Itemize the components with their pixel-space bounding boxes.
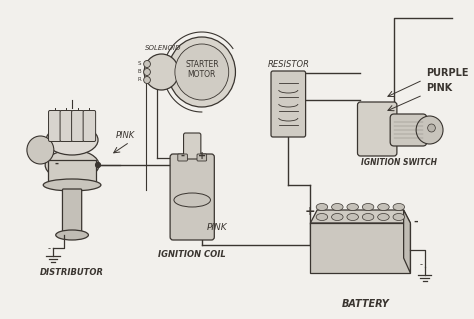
FancyBboxPatch shape (83, 110, 96, 142)
FancyBboxPatch shape (178, 154, 187, 161)
Circle shape (96, 162, 100, 167)
Text: -: - (420, 260, 423, 269)
Circle shape (144, 69, 150, 76)
Text: S: S (137, 61, 141, 66)
Ellipse shape (331, 204, 343, 211)
Text: IGNITION SWITCH: IGNITION SWITCH (361, 158, 437, 167)
Ellipse shape (43, 179, 101, 191)
Circle shape (144, 77, 150, 84)
Ellipse shape (331, 213, 343, 220)
FancyBboxPatch shape (197, 154, 207, 161)
Text: R: R (137, 77, 141, 82)
Text: +: + (305, 205, 315, 218)
FancyBboxPatch shape (48, 160, 96, 185)
Ellipse shape (378, 213, 389, 220)
FancyBboxPatch shape (357, 102, 397, 156)
FancyBboxPatch shape (183, 133, 201, 159)
FancyBboxPatch shape (60, 110, 73, 142)
Ellipse shape (316, 204, 328, 211)
Ellipse shape (378, 204, 389, 211)
Text: STARTER: STARTER (185, 60, 219, 69)
Polygon shape (310, 210, 410, 223)
Circle shape (428, 124, 435, 132)
Text: -: - (48, 244, 51, 253)
Circle shape (175, 44, 229, 100)
Ellipse shape (393, 213, 405, 220)
Text: +: + (198, 151, 206, 161)
Text: DISTRIBUTOR: DISTRIBUTOR (40, 268, 104, 277)
Text: RESISTOR: RESISTOR (267, 60, 310, 69)
Polygon shape (404, 210, 410, 273)
Text: PURPLE: PURPLE (426, 68, 468, 78)
Ellipse shape (56, 230, 89, 240)
Text: MOTOR: MOTOR (188, 70, 216, 79)
Ellipse shape (45, 150, 99, 180)
Circle shape (168, 37, 236, 107)
FancyBboxPatch shape (72, 110, 84, 142)
FancyBboxPatch shape (310, 223, 410, 273)
Ellipse shape (316, 213, 328, 220)
Text: PINK: PINK (207, 223, 227, 232)
Ellipse shape (174, 193, 210, 207)
Circle shape (27, 136, 54, 164)
Text: -: - (413, 217, 418, 227)
Circle shape (144, 61, 150, 68)
Text: PINK: PINK (115, 131, 135, 140)
Ellipse shape (46, 125, 98, 155)
FancyBboxPatch shape (390, 114, 427, 146)
FancyBboxPatch shape (170, 154, 214, 240)
Circle shape (416, 116, 443, 144)
Circle shape (144, 54, 179, 90)
Ellipse shape (362, 213, 374, 220)
Ellipse shape (362, 204, 374, 211)
FancyBboxPatch shape (271, 71, 306, 137)
FancyBboxPatch shape (48, 110, 61, 142)
Text: PINK: PINK (426, 83, 452, 93)
Text: -: - (181, 151, 184, 161)
Ellipse shape (347, 204, 358, 211)
Ellipse shape (347, 213, 358, 220)
Text: SOLENOID: SOLENOID (145, 45, 182, 51)
Text: IGNITION COIL: IGNITION COIL (158, 250, 226, 259)
Ellipse shape (393, 204, 405, 211)
Text: BATTERY: BATTERY (341, 299, 389, 309)
FancyBboxPatch shape (63, 189, 82, 236)
Text: -: - (55, 159, 59, 169)
Text: B: B (137, 69, 141, 74)
